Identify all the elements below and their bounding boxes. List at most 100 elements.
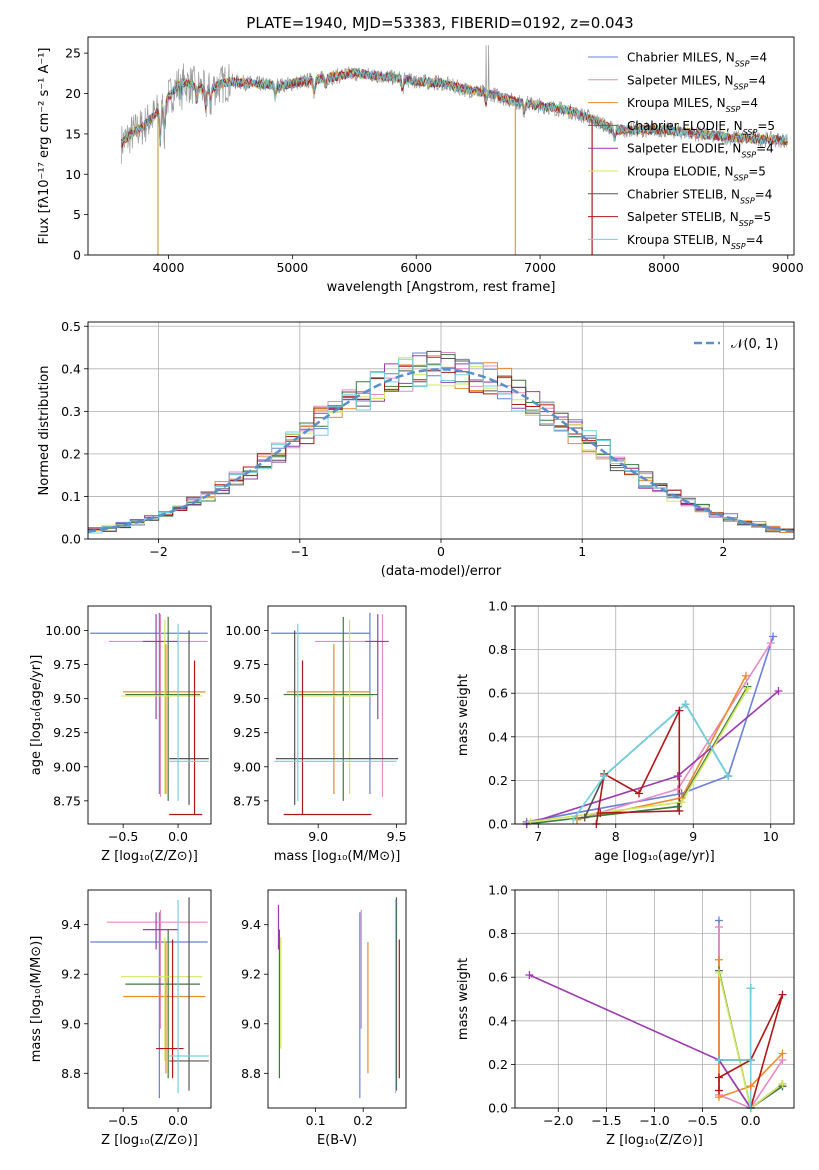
spectrum-ylabel: Flux [fλ10⁻¹⁷ erg cm⁻² s⁻¹ A⁻¹]: [37, 48, 52, 245]
weight_vs_Z-xtick-label: −2.0: [543, 1113, 573, 1128]
weight_vs_Z-ytick-label: 0.2: [488, 1057, 508, 1072]
weight_vs_Z-ytick-label: 0.8: [488, 926, 508, 941]
weight_vs_age-marker-7: [580, 813, 589, 822]
spectrum-xtick-label: 7000: [524, 260, 556, 275]
weight_vs_age-marker-6: [526, 817, 535, 826]
residuals-xtick-label: 1: [578, 544, 586, 559]
weight_vs_Z-xlabel: Z [log₁₀(Z/Z⊙)]: [606, 1133, 703, 1148]
mass_vs_Z-plot-area: [90, 897, 209, 1099]
weight_vs_age-marker-5: [673, 772, 682, 781]
age_vs_Z-ytick-label: 9.00: [53, 759, 81, 774]
legend-label-2: Salpeter MILES, NSSP=4: [627, 73, 766, 91]
weight_vs_Z-xtick-label: 0.0: [741, 1113, 761, 1128]
age_vs_mass-ytick-label: 9.00: [233, 759, 261, 774]
spectrum-ytick-label: 0: [73, 248, 81, 263]
mass_vs_Z-ylabel: mass [log₁₀(M/M⊙)]: [29, 936, 44, 1063]
mass_vs_ebv-frame: [267, 889, 407, 1109]
spectrum-ytick-label: 25: [65, 46, 81, 61]
age_vs_Z-xtick-label: 0.0: [168, 829, 188, 844]
weight_vs_Z-marker-9: [746, 1056, 755, 1065]
weight_vs_Z-marker-2: [714, 923, 723, 932]
residuals-ytick-label: 0.3: [61, 404, 81, 419]
spectrum-plot-area: [121, 45, 789, 255]
residuals-xtick-label: −2: [149, 544, 167, 559]
weight_vs_age-marker-2: [673, 785, 682, 794]
age_vs_Z-ytick-label: 10.00: [45, 623, 81, 638]
weight_vs_age-marker-8: [675, 806, 684, 815]
age_vs_mass-ytick-label: 9.25: [233, 725, 261, 740]
weight_vs_age-marker-8: [675, 706, 684, 715]
mass_vs_ebv-xtick-label: 0.1: [306, 1113, 326, 1128]
mass_vs_ebv-ytick-label: 9.2: [241, 967, 261, 982]
age_vs_mass-axes: 9.0 9.5 8.75 9.00 9.25 9.50 9.75 10.00 mass [log…: [225, 605, 407, 864]
weight_vs_Z-plot-area: [529, 920, 784, 1108]
mass_vs_Z-ytick-label: 9.4: [61, 917, 81, 932]
weight_vs_age-series-8: [595, 710, 681, 824]
age_vs_Z-axes: −0.5 0.0 8.75 9.00 9.25 9.50 9.75 10.00 Z [log₁₀…: [29, 605, 212, 864]
weight_vs_age-marker-2: [766, 639, 775, 648]
weight_vs_age-marker-9: [681, 700, 690, 709]
weight_vs_Z-marker-5: [525, 971, 534, 980]
model-spectrum-line-8: [121, 68, 788, 147]
weight_vs_Z-series-6: [718, 972, 783, 1108]
weight_vs_age-marker-6: [677, 798, 686, 807]
age_vs_mass-frame: [267, 605, 407, 825]
weight_vs_age-marker-9: [569, 815, 578, 824]
residuals-xtick-label: 0: [437, 544, 445, 559]
spectrum-ytick-label: 15: [65, 126, 81, 141]
weight_vs_Z-axes: −2.0 −1.5 −1.0 −0.5 0.0 0.0 0.2 0.4 0.6 0.8 1.0 Z […: [456, 883, 795, 1148]
weight_vs_age-xtick-label: 9: [689, 829, 697, 844]
weight_vs_Z-ytick-label: 0.6: [488, 970, 508, 985]
age_vs_mass-ytick-label: 9.75: [233, 657, 261, 672]
age_vs_mass-ytick-label: 8.75: [233, 793, 261, 808]
weight_vs_Z-series-3: [718, 959, 784, 1099]
weight_vs_age-series-9: [572, 702, 729, 821]
residuals-frame: [87, 321, 795, 540]
residuals-ylabel: Normed distribution: [37, 366, 52, 496]
age_vs_mass-xlabel: mass [log₁₀(M/M⊙)]: [274, 849, 401, 864]
residuals-ytick-label: 0.0: [61, 532, 81, 547]
spectrum-xtick-label: 8000: [648, 260, 680, 275]
legend-label-5: Salpeter ELODIE, NSSP=4: [627, 142, 774, 160]
age_vs_Z-xtick-label: −0.5: [108, 829, 138, 844]
residual-histogram-6: [88, 357, 794, 532]
weight_vs_age-marker-1: [769, 632, 778, 641]
legend-label-9: Kroupa STELIB, NSSP=4: [627, 233, 763, 251]
weight_vs_age-axes: 7 8 9 10 0.0 0.2 0.4 0.6 0.8 1.0 age [log₁₀(age/yr…: [456, 599, 795, 864]
weight_vs_age-xlabel: age [log₁₀(age/yr)]: [594, 849, 715, 864]
weight_vs_age-frame: [514, 605, 795, 825]
weight_vs_Z-marker-3: [778, 1049, 787, 1058]
legend-label-3: Kroupa MILES, NSSP=4: [627, 96, 758, 114]
age_vs_Z-plot-area: [90, 612, 209, 816]
mass_vs_Z-xlabel: Z [log₁₀(Z/Z⊙)]: [101, 1133, 198, 1148]
legend-label-7: Chabrier STELIB, NSSP=4: [627, 187, 772, 205]
figure-title: PLATE=1940, MJD=53383, FIBERID=0192, z=0…: [246, 14, 633, 32]
weight_vs_Z-ytick-label: 0.0: [488, 1101, 508, 1116]
spectrum-xtick-label: 9000: [772, 260, 804, 275]
residual-histogram-9: [88, 358, 794, 534]
mass_vs_Z-ytick-label: 9.2: [61, 967, 81, 982]
residuals-xtick-label: −1: [291, 544, 309, 559]
age_vs_Z-ylabel: age [log₁₀(age/yr)]: [29, 655, 44, 776]
residuals-ytick-label: 0.1: [61, 489, 81, 504]
age_vs_mass-ytick-label: 9.50: [233, 691, 261, 706]
legend-label-6: Kroupa ELODIE, NSSP=5: [627, 165, 766, 183]
age_vs_Z-frame: [87, 605, 212, 825]
spectrum-xlabel: wavelength [Angstrom, rest frame]: [327, 280, 556, 295]
weight_vs_Z-ylabel: mass weight: [456, 958, 471, 1040]
weight_vs_Z-marker-6: [778, 1080, 787, 1089]
residuals-xlabel: (data-model)/error: [381, 564, 502, 579]
weight_vs_age-marker-8: [635, 789, 643, 798]
weight_vs_Z-series-7: [719, 988, 752, 1061]
spectrum-ytick-label: 20: [65, 86, 81, 101]
weight_vs_age-marker-9: [724, 772, 733, 781]
mass_vs_ebv-ytick-label: 9.4: [241, 917, 261, 932]
age_vs_mass-xtick-label: 9.0: [308, 829, 328, 844]
weight_vs_Z-marker-9: [746, 984, 755, 993]
spectrum-xtick-label: 4000: [153, 260, 185, 275]
weight_vs_age-ytick-label: 0.4: [488, 729, 508, 744]
spectrum-legend: Chabrier MILES, NSSP=4 Salpeter MILES, NS…: [588, 51, 775, 251]
weight_vs_age-marker-8: [596, 809, 605, 818]
weight_vs_age-series-1: [526, 636, 774, 823]
spectrum-axes: 4000 5000 6000 7000 8000 9000 0 5 10 15 20 25 wavele…: [37, 36, 804, 295]
